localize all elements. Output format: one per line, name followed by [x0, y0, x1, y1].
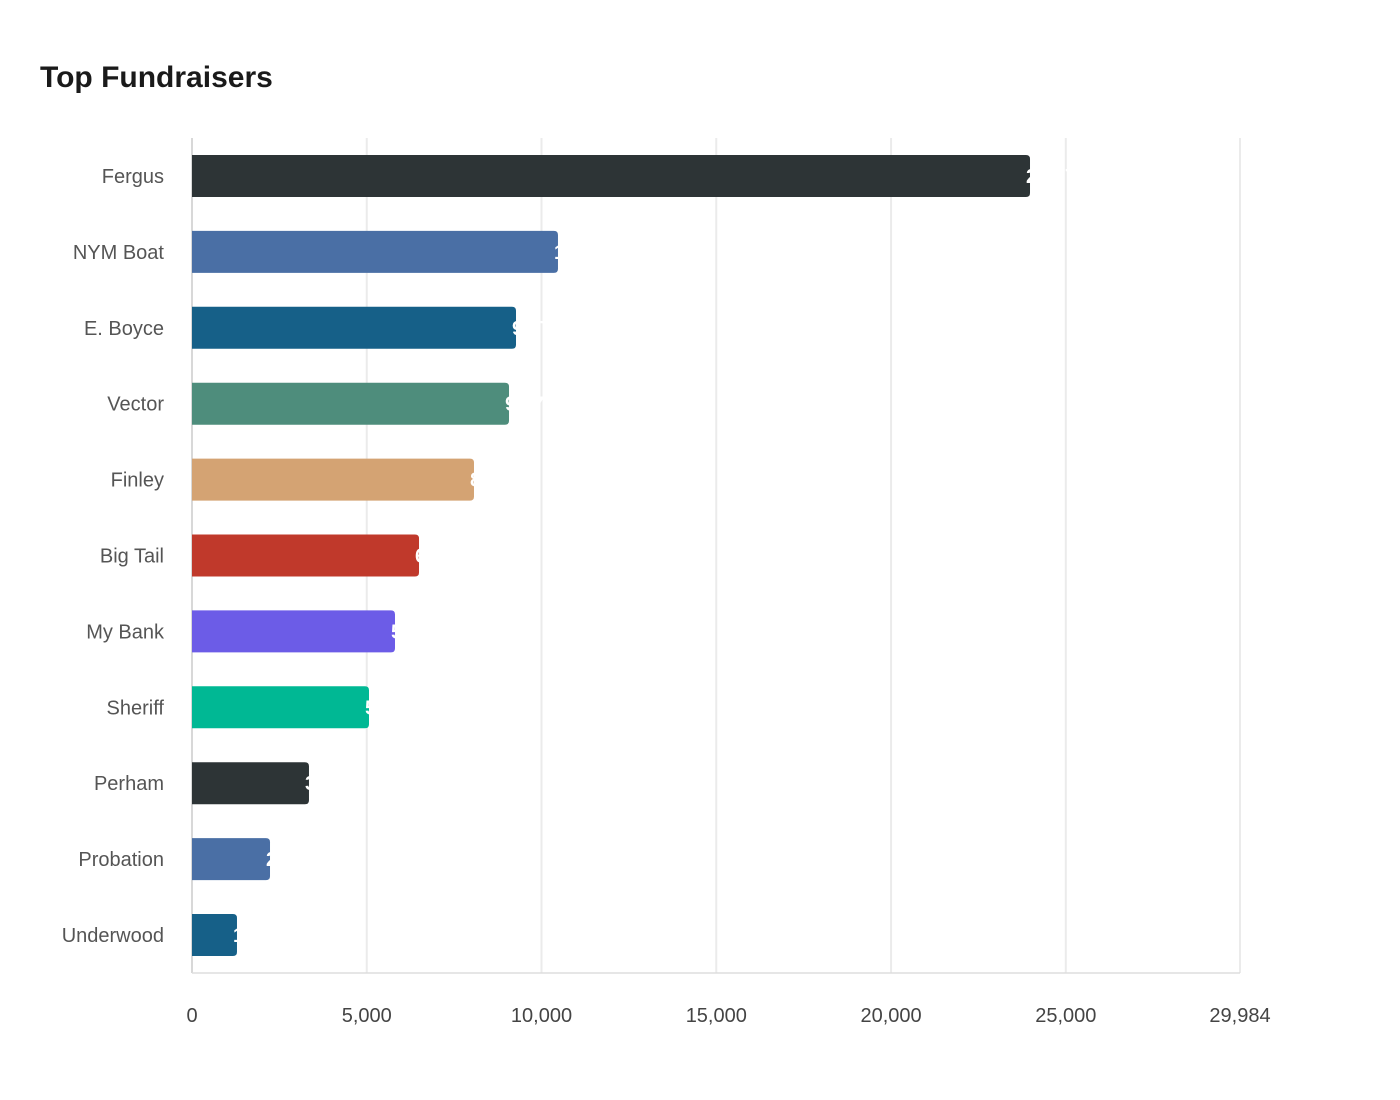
data-label: 10,471 — [554, 242, 615, 264]
data-label: 6,495 — [415, 546, 465, 568]
bar — [192, 534, 420, 577]
x-tick-label: 5,000 — [342, 1005, 392, 1027]
category-label: Probation — [78, 849, 164, 871]
data-label: 2,232 — [266, 849, 316, 871]
data-label: 9,070 — [505, 394, 555, 416]
category-label: Finley — [111, 470, 164, 492]
category-label: E. Boyce — [84, 318, 164, 340]
category-label: Fergus — [102, 166, 164, 188]
x-tick-label: 20,000 — [860, 1005, 921, 1027]
bar — [192, 610, 396, 653]
data-label: 9,270 — [512, 318, 562, 340]
category-label: Sheriff — [107, 697, 165, 719]
x-tick-label: 0 — [186, 1005, 197, 1027]
chart-title: Top Fundraisers — [40, 61, 273, 94]
x-tick-label: 10,000 — [511, 1005, 572, 1027]
data-label: 3,347 — [305, 773, 355, 795]
data-label: 8,068 — [470, 470, 520, 492]
category-label: Big Tail — [100, 546, 164, 568]
bar — [192, 838, 271, 881]
bar — [192, 686, 369, 729]
bar — [192, 230, 558, 273]
bar — [192, 306, 517, 349]
bar — [192, 762, 309, 805]
category-label: NYM Boat — [73, 242, 165, 264]
data-label: 1,287 — [233, 925, 283, 947]
category-label: Underwood — [62, 925, 164, 947]
bar — [192, 155, 1031, 197]
data-label: 23,976 — [1026, 166, 1087, 188]
bar — [192, 382, 510, 425]
data-label: 5,064 — [365, 697, 416, 719]
x-tick-label: 15,000 — [686, 1005, 747, 1027]
category-label: My Bank — [86, 621, 165, 643]
data-label: 5,808 — [391, 621, 441, 643]
x-tick-label: 29,984 — [1209, 1005, 1270, 1027]
x-tick-label: 25,000 — [1035, 1005, 1096, 1027]
category-label: Vector — [107, 394, 164, 416]
category-label: Perham — [94, 773, 164, 795]
bar — [192, 914, 237, 956]
bar — [192, 458, 474, 501]
